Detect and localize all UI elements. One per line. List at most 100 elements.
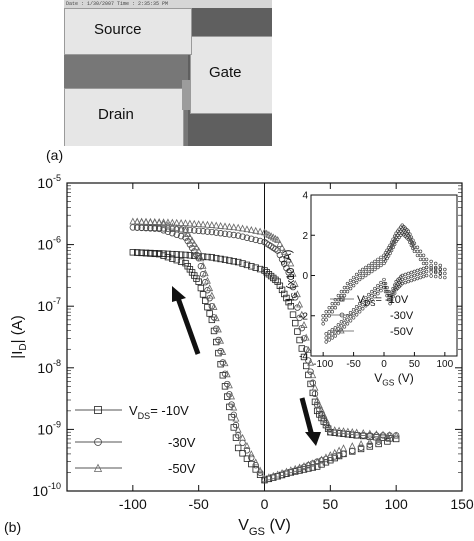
- legend-entry-2: -30V: [168, 435, 196, 450]
- data-point: [217, 221, 225, 229]
- data-point: [234, 223, 242, 231]
- inset-data-point: [389, 240, 394, 244]
- data-point: [256, 471, 264, 478]
- data-point: [366, 429, 374, 437]
- inset-data-point: [403, 280, 407, 285]
- sweep-arrow-down-shaft: [299, 397, 315, 437]
- data-point: [318, 406, 326, 414]
- data-point: [278, 469, 286, 476]
- data-point: [307, 368, 314, 375]
- inset-data-point: [324, 318, 328, 322]
- data-point: [280, 247, 288, 255]
- data-point: [221, 359, 229, 367]
- inset-data-point: [345, 314, 350, 318]
- data-point: [340, 444, 347, 452]
- inset-data-point: [434, 261, 438, 266]
- drain-pad: [64, 88, 184, 146]
- gate-label: Gate: [209, 64, 242, 81]
- inset-data-point: [354, 276, 359, 281]
- data-point: [272, 276, 279, 284]
- data-point: [177, 232, 185, 240]
- sweep-arrow-down-head: [305, 432, 321, 446]
- data-point: [138, 249, 145, 257]
- inset-data-point: [434, 265, 438, 270]
- inset-data-point: [333, 306, 338, 310]
- inset-data-point: [418, 271, 423, 276]
- data-point: [199, 261, 207, 269]
- inset-data-point: [443, 267, 447, 272]
- data-point: [298, 345, 306, 352]
- data-point: [340, 427, 347, 435]
- inset-data-point: [333, 297, 338, 302]
- data-point: [313, 457, 321, 465]
- inset-data-point: [354, 313, 359, 317]
- data-point: [182, 259, 189, 267]
- inset-data-point: [373, 286, 377, 291]
- inset-data-point: [415, 268, 420, 273]
- inset-data-point: [348, 282, 353, 287]
- data-point: [226, 231, 233, 238]
- inset-data-point: [408, 240, 412, 244]
- inset-data-point: [429, 259, 433, 264]
- data-point: [296, 467, 303, 474]
- inset-data-point: [324, 310, 328, 314]
- data-point: [208, 228, 216, 236]
- inset-data-point: [321, 322, 325, 326]
- inset-y-tick-label: -2: [299, 311, 308, 322]
- inset-data-point: [394, 279, 398, 284]
- inset-data-point: [418, 275, 423, 280]
- data-point: [199, 228, 207, 235]
- inset-data-point: [364, 295, 368, 300]
- data-point: [147, 225, 154, 232]
- inset-data-point: [364, 273, 368, 278]
- data-point: [160, 218, 168, 226]
- inset-data-point: [385, 289, 389, 294]
- data-point: [225, 222, 233, 230]
- inset-data-point: [367, 296, 371, 301]
- data-point: [199, 291, 207, 298]
- data-point: [324, 420, 332, 428]
- data-point: [331, 448, 339, 456]
- data-point: [315, 401, 323, 409]
- data-point: [160, 225, 167, 232]
- data-point: [366, 443, 374, 450]
- data-point: [155, 218, 163, 226]
- y-tick-label: 10-7: [37, 296, 61, 314]
- data-point: [265, 473, 273, 481]
- data-point: [265, 271, 273, 278]
- data-point: [202, 279, 209, 286]
- data-point: [243, 447, 251, 454]
- inset-data-point: [424, 265, 429, 270]
- data-point: [129, 249, 137, 256]
- data-point: [147, 250, 154, 257]
- data-point: [212, 314, 220, 322]
- inset-x-tick-label: 0: [381, 359, 387, 370]
- data-point: [239, 233, 246, 240]
- data-point: [164, 221, 172, 229]
- inset-data-point: [361, 275, 365, 280]
- data-point: [164, 225, 172, 232]
- data-point: [228, 392, 236, 400]
- data-point: [193, 243, 200, 251]
- inset-data-point: [376, 261, 380, 266]
- data-point: [243, 455, 251, 462]
- data-point: [195, 246, 203, 254]
- data-point: [247, 226, 255, 233]
- y-tick-label: 10-5: [37, 173, 61, 191]
- inset-data-point: [373, 259, 377, 264]
- inset-legend-marker: [339, 312, 345, 318]
- inset-data-point: [391, 237, 395, 241]
- inset-data-point: [411, 238, 415, 242]
- data-point: [197, 263, 205, 270]
- data-point: [307, 358, 315, 366]
- inset-data-point: [394, 287, 398, 292]
- inset-data-point: [376, 291, 380, 296]
- inset-data-point: [327, 334, 331, 338]
- inset-data-point: [364, 303, 368, 308]
- inset-data-point: [379, 284, 383, 289]
- inset-data-point: [386, 246, 391, 250]
- x-tick-label: 0: [261, 496, 269, 512]
- inset-legend-marker: [339, 296, 345, 302]
- data-point: [357, 444, 365, 451]
- data-point: [230, 424, 237, 431]
